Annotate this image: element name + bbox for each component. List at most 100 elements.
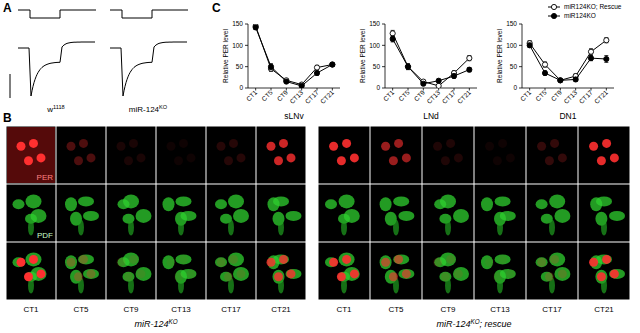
pdf-cell: [339, 252, 355, 266]
y-tick-label: 150: [506, 20, 517, 27]
panel-label: C: [212, 1, 221, 15]
pdf-cell: [380, 197, 392, 211]
per-nucleus: [537, 258, 546, 267]
per-nucleus: [381, 142, 390, 151]
micrograph: [57, 185, 106, 242]
series-line: [530, 45, 607, 80]
pdf-projection: [341, 220, 347, 236]
per-nucleus: [267, 142, 276, 151]
per-nucleus: [74, 156, 83, 165]
ct-label: CT9: [440, 305, 456, 314]
y-tick: [245, 45, 248, 46]
ct-label: CT5: [388, 305, 404, 314]
micrograph: [579, 243, 630, 300]
per-background: [7, 127, 55, 183]
error-bar: [467, 68, 471, 72]
micrograph: [475, 185, 526, 242]
per-nucleus: [506, 269, 515, 278]
group-label: miR-124KO; rescue: [436, 318, 511, 329]
per-nucleus: [129, 255, 138, 264]
pdf-cell: [380, 255, 392, 269]
pdf-cell: [123, 252, 139, 266]
x-tick: [575, 88, 576, 91]
series-line: [256, 27, 333, 85]
pdf-cell: [13, 257, 25, 267]
per-nucleus: [287, 269, 296, 278]
pdf-cell: [228, 252, 244, 266]
per-nucleus: [342, 255, 351, 264]
y-tick: [245, 88, 248, 89]
y-label: Relative PER level: [359, 29, 366, 83]
per-nucleus: [350, 153, 359, 162]
y-tick: [245, 66, 248, 67]
pdf-projection: [178, 220, 184, 236]
per-nucleus: [187, 153, 196, 162]
marker: [558, 78, 563, 83]
error-bar: [437, 79, 441, 82]
series-line: [393, 39, 470, 84]
x-tick-label: CT5: [260, 88, 274, 102]
series-line: [256, 26, 333, 84]
pdf-cell: [453, 267, 469, 281]
figure: ABCw1118miR-124KOCT1CT5CT9CT13CT17CT21mi…: [0, 0, 640, 333]
pdf-projection: [497, 220, 503, 236]
panel-label: B: [3, 111, 12, 125]
marker: [451, 73, 456, 78]
x-tick-label: CT5: [397, 88, 411, 102]
y-tick: [519, 45, 522, 46]
per-nucleus: [342, 139, 351, 148]
x-tick-label: CT13: [562, 88, 578, 104]
error-bar: [589, 56, 593, 61]
per-nucleus: [74, 272, 83, 281]
pdf-cell: [181, 211, 197, 221]
marker: [604, 56, 609, 61]
label-base: miR-124: [436, 319, 470, 329]
y-tick: [382, 66, 385, 67]
ct-label: CT1: [23, 305, 39, 314]
current-trace: [110, 42, 187, 96]
plot-area: [390, 30, 472, 88]
micrograph: [157, 243, 206, 300]
marker: [436, 78, 441, 83]
pdf-cell: [495, 254, 511, 264]
marker: [436, 83, 441, 88]
error-bar: [574, 78, 578, 81]
pdf-cell: [83, 269, 99, 279]
pdf-cell: [500, 211, 516, 221]
x-tick-label: CT13: [425, 88, 441, 104]
error-bar: [589, 49, 593, 55]
per-nucleus: [137, 153, 146, 162]
micrograph: [7, 185, 56, 242]
current-trace: [18, 42, 95, 96]
per-nucleus: [597, 272, 606, 281]
y-tick-label: 0: [239, 84, 243, 91]
x-tick-label: CT1: [382, 88, 396, 102]
per-nucleus: [124, 272, 133, 281]
y-axis: [248, 24, 249, 88]
group-label: miR-124KO: [134, 318, 177, 329]
pdf-cell: [163, 197, 175, 211]
per-nucleus: [129, 139, 138, 148]
micrograph: [157, 185, 206, 242]
error-bar: [391, 36, 395, 42]
y-tick-label: 50: [373, 63, 381, 70]
series-line: [393, 33, 470, 85]
error-bar: [604, 38, 608, 43]
pdf-cell: [339, 194, 355, 208]
y-tick-label: 100: [506, 42, 517, 49]
pdf-cell: [596, 196, 612, 206]
per-nucleus: [537, 142, 546, 151]
legend-marker: [551, 4, 556, 9]
per-nucleus: [237, 269, 246, 278]
x-tick-label: CT21: [593, 88, 609, 104]
per-nucleus: [267, 258, 276, 267]
ct-label: CT5: [73, 305, 89, 314]
micrograph: [475, 243, 526, 300]
per-nucleus: [224, 272, 233, 281]
ct-label: CT17: [542, 305, 562, 314]
micrograph: [475, 127, 526, 184]
y-tick-label: 0: [513, 84, 517, 91]
marker: [542, 70, 547, 75]
y-tick: [382, 45, 385, 46]
x-axis: [522, 88, 614, 89]
